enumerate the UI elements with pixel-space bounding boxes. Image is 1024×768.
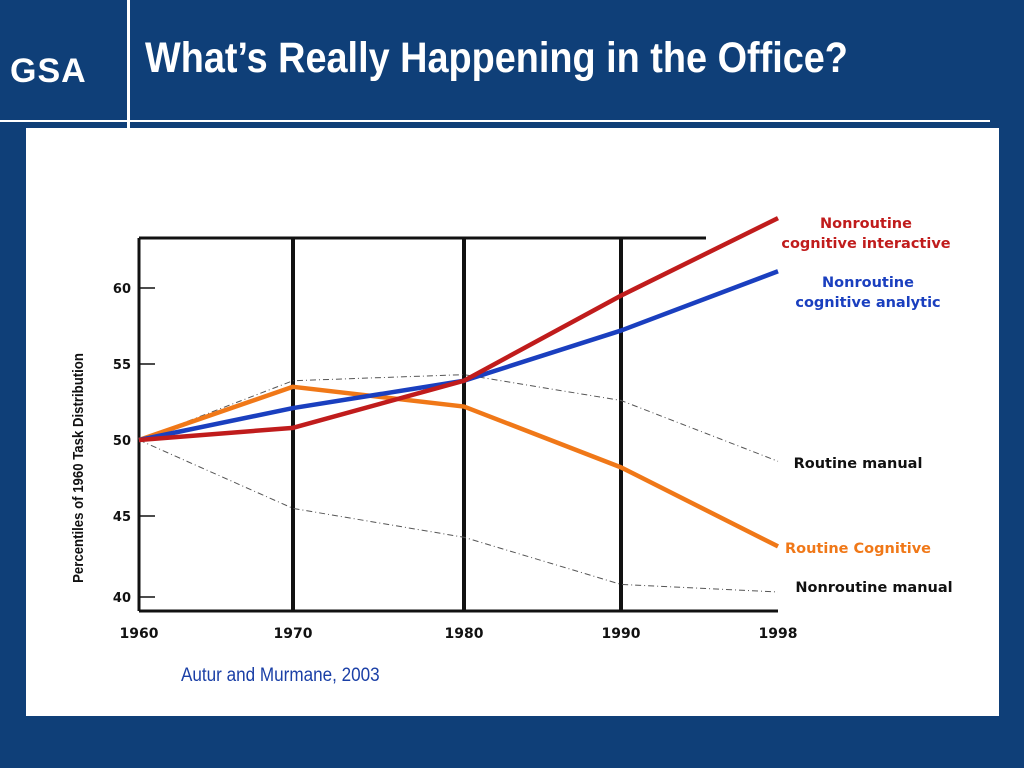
chart-panel: 40 45 50 55 60 1960 1970 1980 1990 1998 Percentile… xyxy=(26,128,999,716)
series-label-nonroutine-cognitive-analytic-line2: cognitive analytic xyxy=(795,295,940,311)
x-tick-label-1980: 1980 xyxy=(445,626,484,642)
y-tick-label-60: 60 xyxy=(113,282,131,297)
x-tick-label-1970: 1970 xyxy=(274,626,313,642)
series-line-nonroutine-cognitive-interactive xyxy=(138,216,779,443)
line-chart: 40 45 50 55 60 1960 1970 1980 1990 1998 Percentile… xyxy=(69,216,952,642)
x-tick-label-1998: 1998 xyxy=(759,626,798,642)
header-vertical-divider xyxy=(127,0,130,128)
series-label-nonroutine-cognitive-interactive-line1: Nonroutine xyxy=(820,216,912,232)
y-axis-label: Percentiles of 1960 Task Distribution xyxy=(69,353,86,583)
gsa-logo-text: GSA xyxy=(10,52,87,90)
series-label-nonroutine-manual: Nonroutine manual xyxy=(795,580,952,596)
slide-title: What’s Really Happening in the Office? xyxy=(145,34,848,82)
series-line-routine-manual xyxy=(138,374,779,462)
series-line-nonroutine-cognitive-analytic xyxy=(138,269,779,443)
y-tick-label-45: 45 xyxy=(113,510,131,525)
y-tick-label-50: 50 xyxy=(113,434,131,449)
series-label-routine-cognitive: Routine Cognitive xyxy=(785,541,931,557)
y-tick-label-40: 40 xyxy=(113,591,131,606)
citation: Autur and Murmane, 2003 xyxy=(181,665,380,686)
header-horizontal-divider xyxy=(0,120,990,122)
x-tick-label-1990: 1990 xyxy=(602,626,641,642)
x-tick-label-1960: 1960 xyxy=(120,626,159,642)
series-line-nonroutine-manual xyxy=(138,439,779,593)
series-label-routine-manual: Routine manual xyxy=(794,456,923,472)
series-label-nonroutine-cognitive-interactive-line2: cognitive interactive xyxy=(781,236,950,252)
y-tick-label-55: 55 xyxy=(113,358,131,373)
series-label-nonroutine-cognitive-analytic-line1: Nonroutine xyxy=(822,275,914,291)
gsa-logo: GSA xyxy=(10,52,87,91)
series-line-routine-cognitive xyxy=(138,384,780,549)
